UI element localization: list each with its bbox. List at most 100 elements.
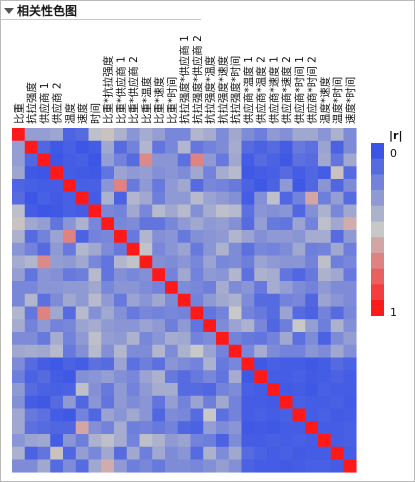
heatmap-cell[interactable] [152, 332, 166, 346]
heatmap-cell[interactable] [114, 408, 128, 422]
heatmap-cell[interactable] [75, 306, 89, 320]
heatmap-cell[interactable] [12, 306, 26, 320]
heatmap-cell[interactable] [177, 446, 191, 460]
heatmap-cell[interactable] [279, 128, 293, 142]
heatmap-cell[interactable] [228, 357, 242, 371]
heatmap-cell[interactable] [254, 332, 268, 346]
heatmap-cell[interactable] [177, 242, 191, 256]
heatmap-cell[interactable] [292, 128, 306, 142]
heatmap-cell[interactable] [165, 332, 179, 346]
heatmap-cell[interactable] [177, 357, 191, 371]
heatmap-cell[interactable] [305, 370, 319, 384]
heatmap-cell[interactable] [165, 306, 179, 320]
heatmap-cell[interactable] [254, 191, 268, 205]
heatmap-cell[interactable] [177, 140, 191, 154]
heatmap-cell[interactable] [88, 319, 102, 333]
heatmap-cell[interactable] [305, 230, 319, 244]
heatmap-cell[interactable] [292, 281, 306, 295]
heatmap-cell[interactable] [318, 166, 332, 180]
heatmap-cell[interactable] [101, 421, 115, 435]
heatmap-cell[interactable] [165, 204, 179, 218]
heatmap-cell[interactable] [241, 434, 255, 448]
heatmap-cell[interactable] [318, 268, 332, 282]
heatmap-cell[interactable] [279, 153, 293, 167]
heatmap-cell[interactable] [177, 204, 191, 218]
heatmap-cell[interactable] [267, 434, 281, 448]
heatmap-cell[interactable] [190, 153, 204, 167]
heatmap-cell[interactable] [318, 459, 332, 473]
heatmap-cell[interactable] [152, 370, 166, 384]
heatmap-cell[interactable] [305, 446, 319, 460]
heatmap-cell[interactable] [75, 268, 89, 282]
heatmap-cell[interactable] [203, 166, 217, 180]
heatmap-cell[interactable] [305, 434, 319, 448]
heatmap-cell[interactable] [63, 128, 77, 142]
heatmap-cell[interactable] [165, 293, 179, 307]
heatmap-cell[interactable] [37, 446, 51, 460]
heatmap-cell[interactable] [318, 153, 332, 167]
heatmap-cell[interactable] [292, 319, 306, 333]
heatmap-cell[interactable] [343, 319, 357, 333]
heatmap-cell[interactable] [228, 408, 242, 422]
heatmap-cell[interactable] [318, 204, 332, 218]
heatmap-cell[interactable] [216, 230, 230, 244]
heatmap-cell[interactable] [50, 383, 64, 397]
heatmap-cell[interactable] [37, 191, 51, 205]
heatmap-cell[interactable] [254, 179, 268, 193]
heatmap-cell[interactable] [190, 268, 204, 282]
heatmap-cell[interactable] [139, 128, 153, 142]
heatmap-cell[interactable] [305, 395, 319, 409]
heatmap-cell[interactable] [267, 230, 281, 244]
heatmap-cell[interactable] [139, 306, 153, 320]
heatmap-cell[interactable] [318, 306, 332, 320]
heatmap-cell[interactable] [139, 217, 153, 231]
heatmap-cell-diagonal[interactable] [101, 217, 115, 231]
heatmap-cell[interactable] [318, 446, 332, 460]
heatmap-cell[interactable] [37, 357, 51, 371]
heatmap-cell[interactable] [75, 446, 89, 460]
heatmap-cell[interactable] [88, 230, 102, 244]
heatmap-cell[interactable] [216, 153, 230, 167]
heatmap-cell[interactable] [343, 179, 357, 193]
heatmap-cell[interactable] [330, 370, 344, 384]
heatmap-cell[interactable] [203, 421, 217, 435]
heatmap-cell[interactable] [101, 293, 115, 307]
heatmap-cell[interactable] [75, 140, 89, 154]
heatmap-cell[interactable] [114, 395, 128, 409]
heatmap-cell[interactable] [190, 344, 204, 358]
heatmap-cell[interactable] [63, 459, 77, 473]
heatmap-cell[interactable] [177, 421, 191, 435]
heatmap-cell[interactable] [190, 179, 204, 193]
heatmap-cell[interactable] [305, 128, 319, 142]
heatmap-cell[interactable] [228, 153, 242, 167]
heatmap-cell[interactable] [343, 217, 357, 231]
heatmap-cell[interactable] [305, 179, 319, 193]
heatmap-cell[interactable] [88, 293, 102, 307]
heatmap-cell[interactable] [216, 217, 230, 231]
heatmap-cell[interactable] [343, 255, 357, 269]
heatmap-cell[interactable] [254, 408, 268, 422]
heatmap-cell[interactable] [101, 191, 115, 205]
heatmap-cell[interactable] [139, 179, 153, 193]
heatmap-cell[interactable] [190, 242, 204, 256]
heatmap-cell[interactable] [50, 217, 64, 231]
heatmap-cell[interactable] [343, 306, 357, 320]
heatmap-cell[interactable] [88, 191, 102, 205]
heatmap-cell[interactable] [305, 153, 319, 167]
heatmap-cell-diagonal[interactable] [267, 383, 281, 397]
heatmap-cell[interactable] [114, 204, 128, 218]
heatmap-cell[interactable] [50, 191, 64, 205]
heatmap-cell[interactable] [24, 293, 38, 307]
heatmap-cell[interactable] [318, 408, 332, 422]
heatmap-cell[interactable] [101, 395, 115, 409]
heatmap-cell[interactable] [165, 357, 179, 371]
heatmap-cell[interactable] [139, 332, 153, 346]
heatmap-cell[interactable] [216, 255, 230, 269]
heatmap-cell[interactable] [279, 255, 293, 269]
heatmap-cell-diagonal[interactable] [241, 357, 255, 371]
heatmap-cell[interactable] [279, 357, 293, 371]
heatmap-cell[interactable] [101, 268, 115, 282]
heatmap-cell[interactable] [343, 166, 357, 180]
panel-header[interactable]: 相关性色图 [2, 2, 77, 19]
heatmap-cell[interactable] [254, 281, 268, 295]
